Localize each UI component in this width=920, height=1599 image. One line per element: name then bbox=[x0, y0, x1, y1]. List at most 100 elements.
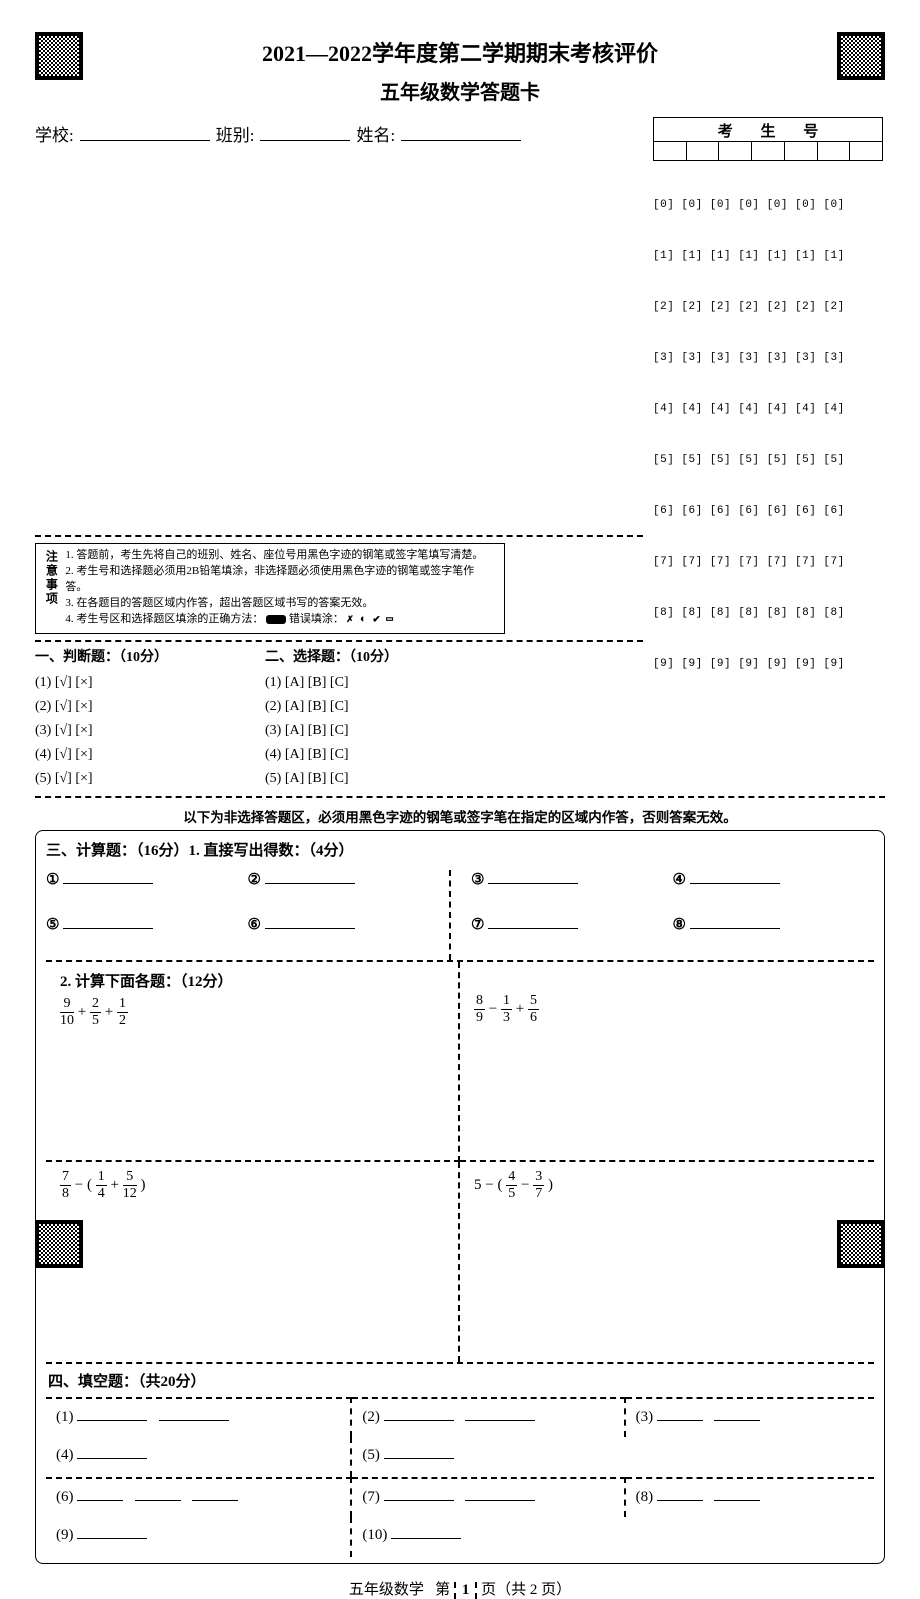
class-blank[interactable] bbox=[260, 123, 350, 141]
q4-l-10: (10) bbox=[362, 1527, 387, 1543]
section-2-head: 二、选择题：（10分） bbox=[265, 646, 398, 670]
s1-item-5[interactable]: (5) [√] [×] bbox=[35, 767, 235, 791]
q3-calc-grid: 2. 计算下面各题：（12分） 910 + 25 + 12 89 − 13 + … bbox=[46, 960, 874, 1362]
q4-cell-4[interactable]: (4) bbox=[46, 1437, 352, 1477]
q4-head: 四、填空题：（共20分） bbox=[46, 1364, 874, 1397]
notice-line-3: 3. 在各题目的答题区域内作答，超出答题区域书写的答案无效。 bbox=[65, 596, 496, 612]
notice-lines: 1. 答题前，考生先将自己的班别、姓名、座位号用黑色字迹的钢笔或签字笔填写清楚。… bbox=[65, 548, 496, 629]
name-label: 姓名: bbox=[356, 121, 395, 146]
circ-3: ③ bbox=[471, 870, 484, 889]
q4-cell-3[interactable]: (3) bbox=[626, 1397, 874, 1437]
circ-8: ⑧ bbox=[673, 915, 686, 934]
s2-item-5[interactable]: (5) [A] [B] [C] bbox=[265, 767, 398, 791]
section-2: 二、选择题：（10分） (1) [A] [B] [C] (2) [A] [B] … bbox=[265, 646, 398, 791]
q4-l-9: (9) bbox=[56, 1527, 74, 1543]
q3-blank-2[interactable]: ② bbox=[248, 870, 450, 889]
bubble-row-0[interactable]: [0] [0] [0] [0] [0] [0] [0] bbox=[653, 197, 885, 214]
q3-blank-1[interactable]: ① bbox=[46, 870, 248, 889]
q4-cell-10[interactable]: (10) bbox=[352, 1517, 874, 1557]
q4-l-5: (5) bbox=[362, 1447, 380, 1463]
class-label: 班别: bbox=[216, 121, 255, 146]
q4-cell-6[interactable]: (6) bbox=[46, 1477, 352, 1517]
q3-blank-4[interactable]: ④ bbox=[673, 870, 875, 889]
school-blank[interactable] bbox=[80, 123, 210, 141]
q3-right: ③ ④ ⑦ ⑧ bbox=[449, 870, 874, 960]
section-1-2-row: 一、判断题：（10分） (1) [√] [×] (2) [√] [×] (3) … bbox=[35, 646, 643, 791]
candidate-area: 考 生 号 [0] [0] [0] [0] [0] [0] [0] [1] [1… bbox=[653, 117, 885, 707]
correct-fill-icon bbox=[266, 615, 286, 624]
q4-cell-8[interactable]: (8) bbox=[626, 1477, 874, 1517]
calc-expr-1: 910 + 25 + 12 bbox=[60, 1004, 128, 1020]
q4-cell-2[interactable]: (2) bbox=[352, 1397, 625, 1437]
page-footer: 五年级数学 第 1 页（共 2 页） bbox=[35, 1578, 885, 1599]
calc-cell-4[interactable]: 5 − ( 45 − 37 ) bbox=[460, 1162, 874, 1362]
qr-code-bottom-right bbox=[837, 1220, 885, 1268]
calc-cell-3[interactable]: 78 − ( 14 + 512 ) bbox=[46, 1162, 460, 1362]
q3-blank-5[interactable]: ⑤ bbox=[46, 915, 248, 934]
circ-7: ⑦ bbox=[471, 915, 484, 934]
circ-5: ⑤ bbox=[46, 915, 59, 934]
bubble-row-7[interactable]: [7] [7] [7] [7] [7] [7] [7] bbox=[653, 554, 885, 571]
calc-expr-2: 89 − 13 + 56 bbox=[474, 1001, 539, 1017]
bubble-row-1[interactable]: [1] [1] [1] [1] [1] [1] [1] bbox=[653, 248, 885, 265]
page-title-2: 五年级数学答题卡 bbox=[35, 76, 885, 105]
notice-l4b: 错误填涂： bbox=[289, 613, 344, 625]
q4-cell-5[interactable]: (5) bbox=[352, 1437, 874, 1477]
footer-page-no: 1 bbox=[454, 1582, 478, 1599]
bubble-row-9[interactable]: [9] [9] [9] [9] [9] [9] [9] bbox=[653, 656, 885, 673]
q4-l-1: (1) bbox=[56, 1409, 74, 1425]
s2-item-1[interactable]: (1) [A] [B] [C] bbox=[265, 671, 398, 695]
page-title-1: 2021—2022学年度第二学期期末考核评价 bbox=[35, 36, 885, 68]
q3-blank-8[interactable]: ⑧ bbox=[673, 915, 875, 934]
s2-item-2[interactable]: (2) [A] [B] [C] bbox=[265, 695, 398, 719]
q3-head2: 2. 计算下面各题：（12分） bbox=[60, 970, 444, 991]
bubble-row-5[interactable]: [5] [5] [5] [5] [5] [5] [5] bbox=[653, 452, 885, 469]
circ-4: ④ bbox=[673, 870, 686, 889]
notice-line-2: 2. 考生号和选择题必须用2B铅笔填涂，非选择题必须使用黑色字迹的钢笔或签字笔作… bbox=[65, 564, 496, 596]
q3-left: ① ② ⑤ ⑥ bbox=[46, 870, 449, 960]
circ-6: ⑥ bbox=[248, 915, 261, 934]
calc-cell-1[interactable]: 2. 计算下面各题：（12分） 910 + 25 + 12 bbox=[46, 962, 460, 1162]
name-blank[interactable] bbox=[401, 123, 521, 141]
s1-item-2[interactable]: (2) [√] [×] bbox=[35, 695, 235, 719]
candidate-label: 考 生 号 bbox=[654, 118, 882, 142]
q4-l-4: (4) bbox=[56, 1447, 74, 1463]
s1-item-1[interactable]: (1) [√] [×] bbox=[35, 671, 235, 695]
q4-grid: (1) (2) (3) (4) (5) (6) (7) (8) (9) (10) bbox=[46, 1397, 874, 1557]
bubble-row-6[interactable]: [6] [6] [6] [6] [6] [6] [6] bbox=[653, 503, 885, 520]
main-answer-box: 三、计算题：（16分）1. 直接写出得数：（4分） ① ② ⑤ ⑥ ③ ④ ⑦ … bbox=[35, 830, 885, 1564]
calc-expr-3: 78 − ( 14 + 512 ) bbox=[60, 1177, 145, 1193]
q4-l-3: (3) bbox=[636, 1409, 654, 1425]
s2-item-4[interactable]: (4) [A] [B] [C] bbox=[265, 743, 398, 767]
candidate-cells[interactable] bbox=[654, 142, 882, 160]
notice-box: 注意事项 1. 答题前，考生先将自己的班别、姓名、座位号用黑色字迹的钢笔或签字笔… bbox=[35, 543, 505, 634]
warning-text: 以下为非选择答题区，必须用黑色字迹的钢笔或签字笔在指定的区域内作答，否则答案无效… bbox=[35, 806, 885, 826]
bubble-row-8[interactable]: [8] [8] [8] [8] [8] [8] [8] bbox=[653, 605, 885, 622]
school-label: 学校: bbox=[35, 121, 74, 146]
footer-subject: 五年级数学 bbox=[349, 1582, 424, 1598]
bubble-row-2[interactable]: [2] [2] [2] [2] [2] [2] [2] bbox=[653, 299, 885, 316]
candidate-bubble-grid[interactable]: [0] [0] [0] [0] [0] [0] [0] [1] [1] [1] … bbox=[653, 163, 885, 707]
bubble-row-4[interactable]: [4] [4] [4] [4] [4] [4] [4] bbox=[653, 401, 885, 418]
q3-blank-3[interactable]: ③ bbox=[471, 870, 673, 889]
q3-blank-7[interactable]: ⑦ bbox=[471, 915, 673, 934]
notice-l4a: 4. 考生号区和选择题区填涂的正确方法： bbox=[65, 613, 263, 625]
s2-item-3[interactable]: (3) [A] [B] [C] bbox=[265, 719, 398, 743]
q3-blank-6[interactable]: ⑥ bbox=[248, 915, 450, 934]
section-1-head: 一、判断题：（10分） bbox=[35, 646, 235, 670]
bubble-row-3[interactable]: [3] [3] [3] [3] [3] [3] [3] bbox=[653, 350, 885, 367]
q4-cell-1[interactable]: (1) bbox=[46, 1397, 352, 1437]
q4-l-8: (8) bbox=[636, 1489, 654, 1505]
q4-l-7: (7) bbox=[362, 1489, 380, 1505]
section-1: 一、判断题：（10分） (1) [√] [×] (2) [√] [×] (3) … bbox=[35, 646, 235, 791]
q4-cell-7[interactable]: (7) bbox=[352, 1477, 625, 1517]
q4-l-6: (6) bbox=[56, 1489, 74, 1505]
q4-cell-9[interactable]: (9) bbox=[46, 1517, 352, 1557]
qr-code-bottom-left bbox=[35, 1220, 83, 1268]
footer-page-a: 第 bbox=[435, 1582, 450, 1598]
calc-cell-2[interactable]: 89 − 13 + 56 bbox=[460, 962, 874, 1162]
qr-code-top-right bbox=[837, 32, 885, 80]
student-id-fields: 学校: 班别: 姓名: bbox=[35, 117, 643, 146]
s1-item-4[interactable]: (4) [√] [×] bbox=[35, 743, 235, 767]
s1-item-3[interactable]: (3) [√] [×] bbox=[35, 719, 235, 743]
